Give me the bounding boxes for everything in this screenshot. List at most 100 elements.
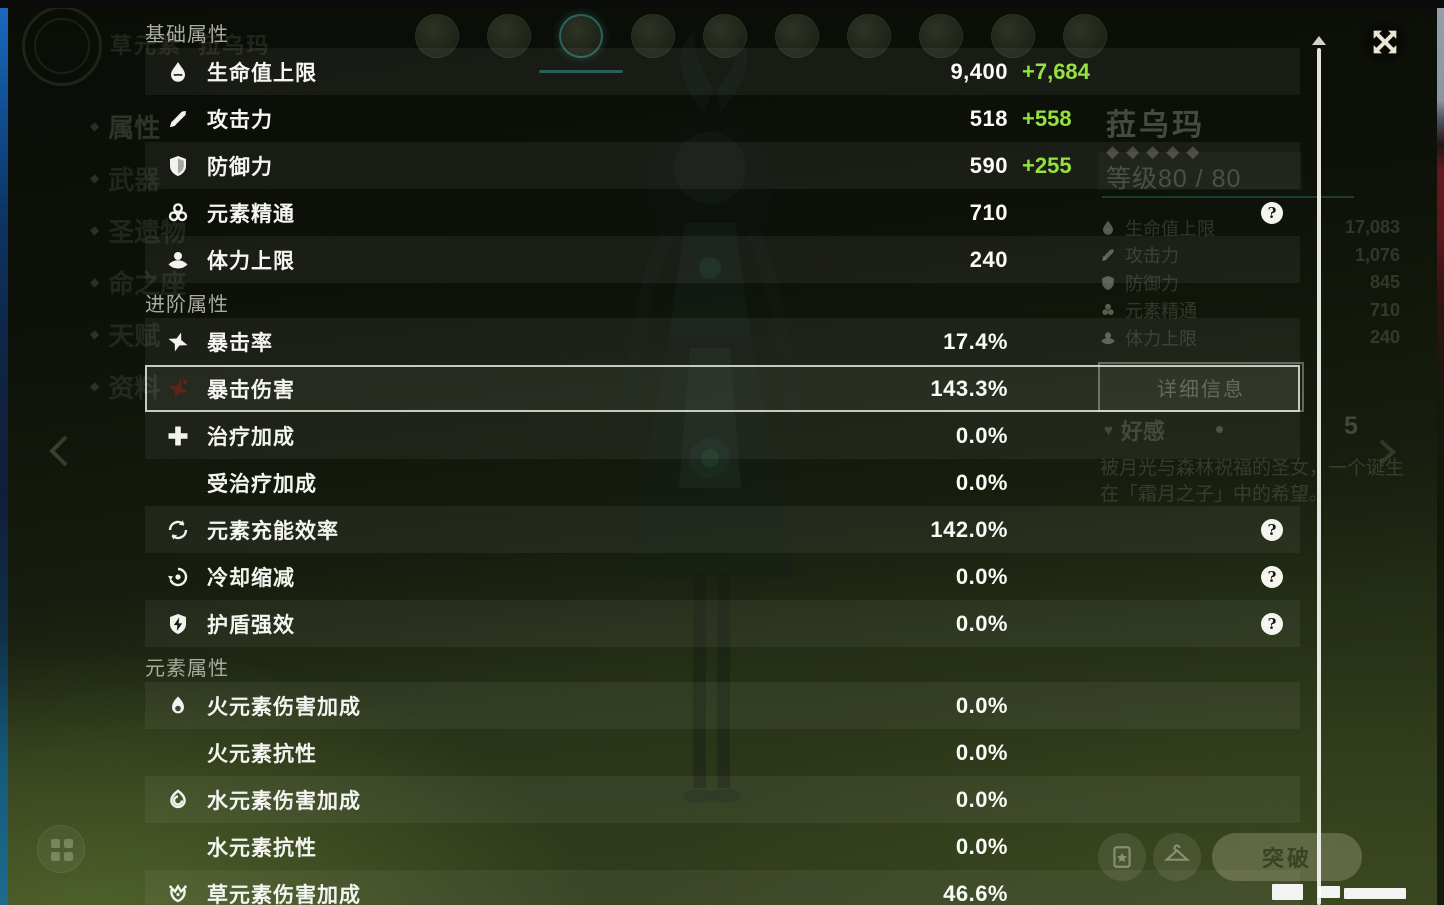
party-setup-button[interactable] xyxy=(37,825,85,873)
redacted-block xyxy=(1344,888,1406,899)
def-icon xyxy=(165,153,191,179)
stat-row[interactable]: 元素充能效率 142.0%? xyxy=(145,506,1300,553)
help-icon[interactable]: ? xyxy=(1261,201,1283,224)
mini-stat-label: 体力上限 xyxy=(1125,328,1197,349)
mini-stat-value: 710 xyxy=(1369,299,1400,320)
stat-value: 142.0% xyxy=(930,516,1008,542)
sidebar-item-label: 圣遗物 xyxy=(108,216,187,247)
close-button[interactable] xyxy=(1360,17,1410,67)
stat-label: 暴击率 xyxy=(207,331,273,355)
diamond-icon: ◆ xyxy=(90,223,100,237)
scrollbar-up-arrow[interactable] xyxy=(1312,36,1326,45)
stamina-icon xyxy=(165,247,191,273)
stat-value: 240 xyxy=(969,246,1008,272)
divider xyxy=(1102,196,1354,198)
back-chevron-icon[interactable] xyxy=(44,434,72,473)
stat-row[interactable]: 火元素抗性 0.0% xyxy=(145,729,1300,776)
mini-stat-value: 1,076 xyxy=(1354,244,1400,265)
stat-row[interactable]: 元素精通 710? xyxy=(145,189,1300,236)
stat-label: 草元素伤害加成 xyxy=(207,883,361,905)
character-artwork xyxy=(620,30,802,803)
party-avatar[interactable] xyxy=(631,14,675,58)
help-icon[interactable]: ? xyxy=(1261,565,1283,588)
sidebar: ◆ 属性 ◆ 武器 ◆ 圣遗物 ◆ 命之座 ◆ 天赋 ◆ 资料 xyxy=(90,100,186,412)
ascend-button[interactable]: 突破 xyxy=(1212,833,1362,881)
sidebar-item-label: 资料 xyxy=(108,372,161,403)
character-name: 菈乌玛 xyxy=(1106,109,1205,142)
sidebar-item-资料[interactable]: ◆ 资料 xyxy=(90,360,186,412)
top-edge-bar xyxy=(0,0,1444,8)
stat-row[interactable]: 暴击率 17.4% xyxy=(145,318,1300,365)
character-level: 等级80 / 80 xyxy=(1106,165,1242,193)
element-label: 草元素 菈乌玛 xyxy=(110,33,271,58)
stat-row[interactable]: 攻击力 518 +558 xyxy=(145,95,1300,142)
sidebar-item-圣遗物[interactable]: ◆ 圣遗物 xyxy=(90,204,186,256)
sidebar-item-命之座[interactable]: ◆ 命之座 xyxy=(90,256,186,308)
atk-icon xyxy=(1100,247,1116,263)
stat-label: 火元素抗性 xyxy=(207,742,317,766)
help-icon[interactable]: ? xyxy=(1261,518,1283,541)
star-rating: ◆◆◆◆◆ xyxy=(1106,142,1206,162)
stat-value: 0.0% xyxy=(955,422,1008,448)
diamond-icon: ◆ xyxy=(90,379,100,393)
stat-value: 0.0% xyxy=(955,692,1008,718)
friendship-value: 5 xyxy=(1344,412,1358,440)
mini-stat-row: 防御力 845 xyxy=(1100,269,1400,297)
sidebar-item-武器[interactable]: ◆ 武器 xyxy=(90,152,186,204)
outfit-button[interactable] xyxy=(1153,833,1201,881)
stamina-icon xyxy=(1100,330,1116,346)
stat-row[interactable]: 护盾强效 0.0%? xyxy=(145,600,1300,647)
stat-row[interactable]: 火元素伤害加成 0.0% xyxy=(145,682,1300,729)
mini-stat-row: 攻击力 1,076 xyxy=(1100,242,1400,270)
scrollbar[interactable] xyxy=(1317,48,1321,905)
party-avatar[interactable] xyxy=(703,14,747,58)
crit-rate-icon xyxy=(165,329,191,355)
stat-row[interactable]: 防御力 590 +255 xyxy=(145,142,1300,189)
detail-info-button[interactable]: 详细信息 xyxy=(1098,362,1304,412)
close-icon xyxy=(1373,30,1397,54)
redacted-block xyxy=(1318,886,1340,898)
diamond-icon: ◆ xyxy=(90,119,100,133)
section-header: 基础属性 xyxy=(145,23,229,46)
hp-icon xyxy=(1100,220,1116,236)
stat-row[interactable]: 受治疗加成 0.0% xyxy=(145,459,1300,506)
redacted-block xyxy=(1272,884,1303,900)
stat-row[interactable]: 暴击伤害 143.3% xyxy=(145,365,1300,412)
stat-label: 水元素伤害加成 xyxy=(207,789,361,813)
mini-stat-label: 元素精通 xyxy=(1125,301,1197,322)
stat-row[interactable]: 体力上限 240 xyxy=(145,236,1300,283)
sidebar-item-属性[interactable]: ◆ 属性 xyxy=(90,100,186,152)
shield-strength-icon xyxy=(165,611,191,637)
expand-chevron-icon[interactable] xyxy=(1376,438,1398,471)
stat-row[interactable]: 水元素抗性 0.0% xyxy=(145,823,1300,870)
help-icon[interactable]: ? xyxy=(1261,612,1283,635)
mini-stat-value: 845 xyxy=(1369,272,1400,293)
sidebar-item-天赋[interactable]: ◆ 天赋 xyxy=(90,308,186,360)
party-avatar[interactable] xyxy=(847,14,891,58)
def-icon xyxy=(1100,275,1116,291)
stat-row[interactable]: 生命值上限 9,400 +7,684 xyxy=(145,48,1300,95)
hp-icon xyxy=(165,59,191,85)
stat-row[interactable]: 治疗加成 0.0% xyxy=(145,412,1300,459)
stat-value: 0.0% xyxy=(955,610,1008,636)
party-avatar[interactable] xyxy=(1063,14,1107,58)
stat-label: 元素充能效率 xyxy=(207,519,339,543)
star-icon: ◆ xyxy=(1186,142,1207,161)
stat-value: 17.4% xyxy=(943,328,1008,354)
stat-bonus: +558 xyxy=(1022,105,1072,131)
party-avatar[interactable] xyxy=(559,14,603,58)
stat-row[interactable]: 冷却缩减 0.0%? xyxy=(145,553,1300,600)
stat-row[interactable]: 水元素伤害加成 0.0% xyxy=(145,776,1300,823)
stat-row[interactable]: 草元素伤害加成 46.6% xyxy=(145,870,1300,905)
star-icon: ◆ xyxy=(1126,142,1147,161)
party-avatar[interactable] xyxy=(487,14,531,58)
cd-reduction-icon xyxy=(165,564,191,590)
party-avatar[interactable] xyxy=(991,14,1035,58)
item-card-button[interactable] xyxy=(1098,833,1146,881)
party-avatar[interactable] xyxy=(415,14,459,58)
party-avatar[interactable] xyxy=(919,14,963,58)
stat-label: 火元素伤害加成 xyxy=(207,695,361,719)
party-avatar[interactable] xyxy=(775,14,819,58)
diamond-icon: ◆ xyxy=(90,327,100,341)
